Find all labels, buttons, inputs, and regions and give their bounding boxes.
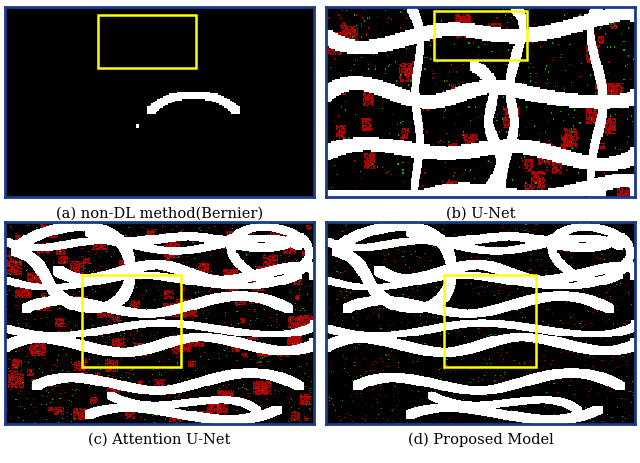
Text: (d) Proposed Model: (d) Proposed Model — [408, 433, 554, 447]
Text: (c) Attention U-Net: (c) Attention U-Net — [88, 433, 230, 447]
Bar — [435, 11, 527, 60]
Text: (a) non-DL method(Bernier): (a) non-DL method(Bernier) — [56, 207, 263, 221]
Bar — [83, 275, 181, 367]
Bar — [444, 275, 536, 367]
Text: (b) U-Net: (b) U-Net — [446, 207, 515, 221]
Bar — [98, 14, 196, 68]
